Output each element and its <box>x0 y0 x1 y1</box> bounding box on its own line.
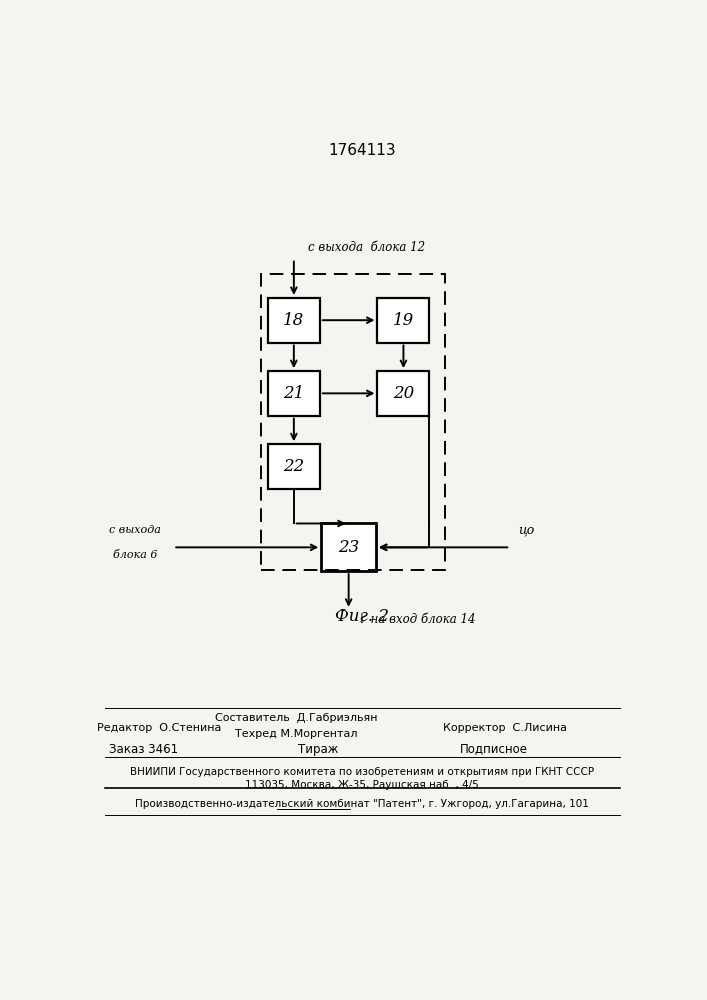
Bar <box>268 444 320 489</box>
Bar <box>268 298 320 343</box>
Text: Корректор  С.Лисина: Корректор С.Лисина <box>443 723 567 733</box>
Bar <box>321 523 376 571</box>
Text: Тираж: Тираж <box>298 743 339 756</box>
Bar <box>261 274 445 570</box>
Text: Техред М.Моргентал: Техред М.Моргентал <box>235 729 358 739</box>
Text: Производственно-издательский комбинат "Патент", г. Ужгород, ул.Гагарина, 101: Производственно-издательский комбинат "П… <box>136 799 589 809</box>
Text: 1764113: 1764113 <box>329 143 396 158</box>
Bar <box>268 371 320 416</box>
Text: Редактор  О.Стенина: Редактор О.Стенина <box>98 723 222 733</box>
Text: блока 6: блока 6 <box>112 550 157 560</box>
Text: 23: 23 <box>338 539 359 556</box>
Bar <box>378 298 429 343</box>
Text: 18: 18 <box>284 312 305 329</box>
Text: 22: 22 <box>284 458 305 475</box>
Text: ВНИИПИ Государственного комитета по изобретениям и открытиям при ГКНТ СССР: ВНИИПИ Государственного комитета по изоб… <box>130 767 595 777</box>
Text: Заказ 3461: Заказ 3461 <box>109 743 177 756</box>
Text: 113035, Москва, Ж-35, Раушская наб.., 4/5: 113035, Москва, Ж-35, Раушская наб.., 4/… <box>245 780 479 790</box>
Text: Фиг. 2: Фиг. 2 <box>335 608 390 625</box>
Text: Подписное: Подписное <box>460 743 528 756</box>
Text: 20: 20 <box>393 385 414 402</box>
Text: ↓ на вход блока 14: ↓ на вход блока 14 <box>357 612 475 625</box>
Text: 21: 21 <box>284 385 305 402</box>
Text: Составитель  Д.Габриэльян: Составитель Д.Габриэльян <box>216 713 378 723</box>
Bar <box>378 371 429 416</box>
Text: 19: 19 <box>393 312 414 329</box>
Text: с выхода: с выхода <box>109 525 161 535</box>
Text: цо: цо <box>518 524 534 537</box>
Text: с выхода  блока 12: с выхода блока 12 <box>308 241 425 254</box>
